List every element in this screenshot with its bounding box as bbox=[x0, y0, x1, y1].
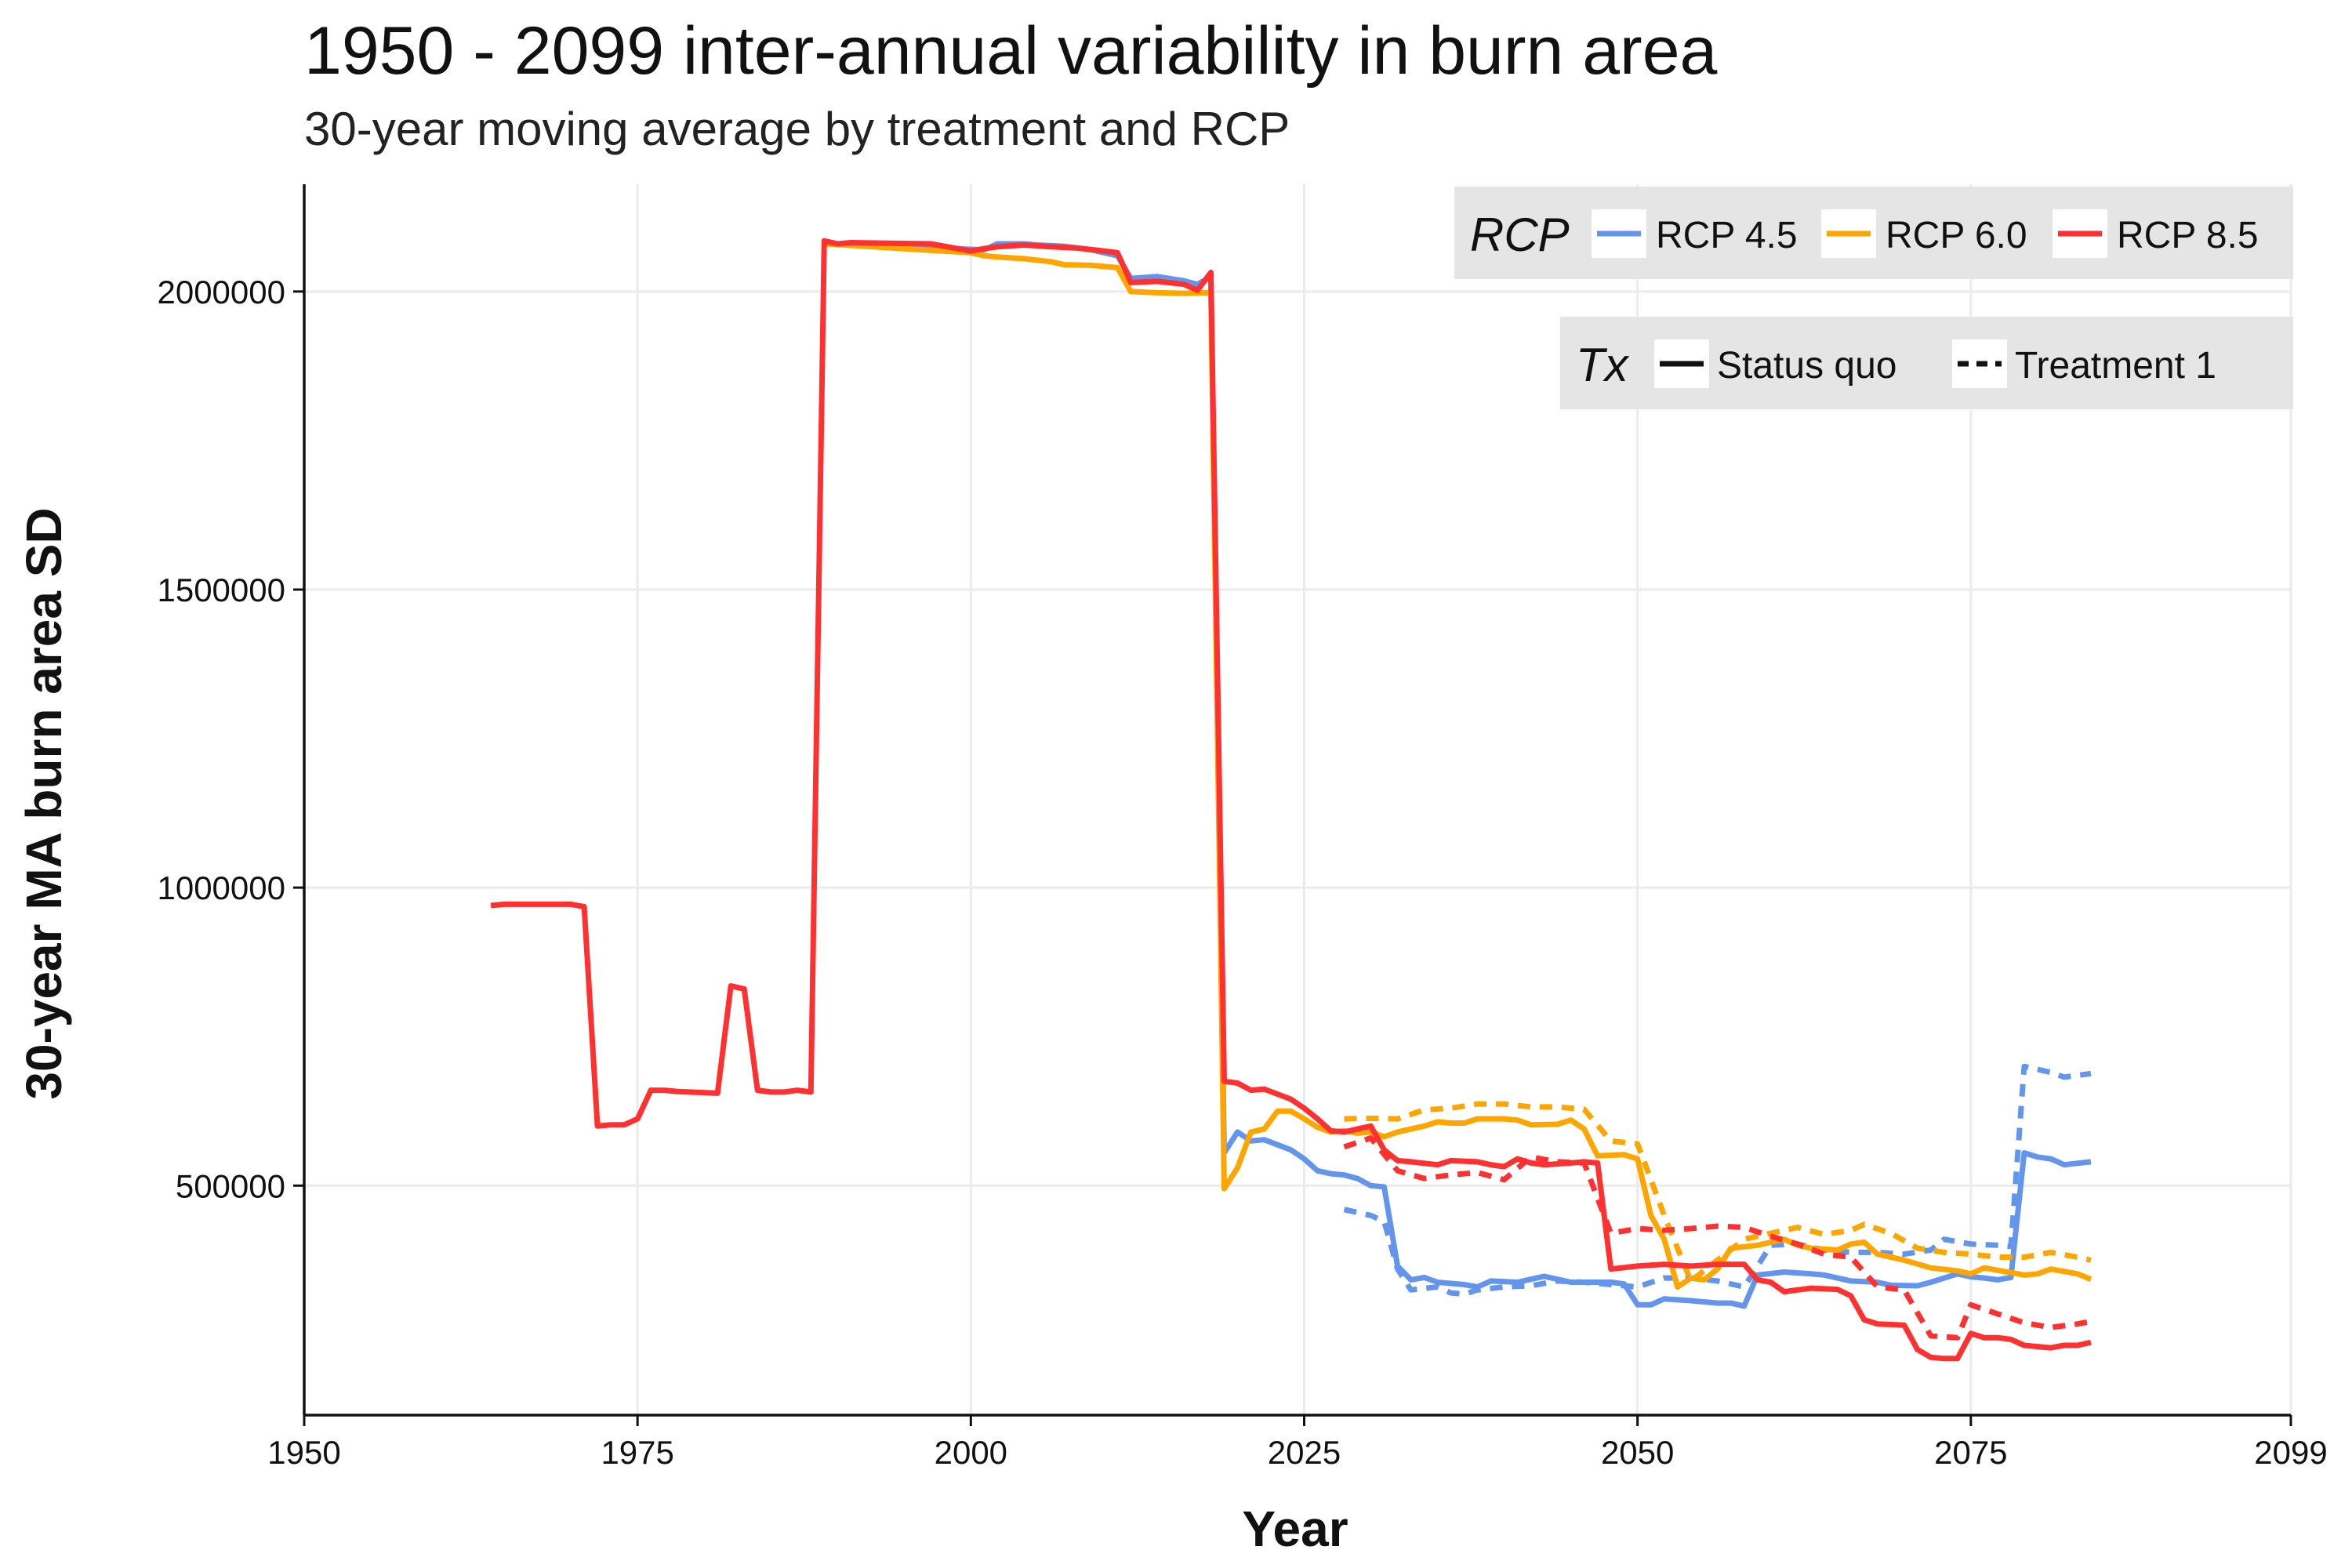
legend-rcp-title: RCP bbox=[1470, 209, 1570, 261]
legend-item-rcp60: RCP 6.0 bbox=[1821, 209, 2027, 258]
series-lines bbox=[490, 238, 2092, 1362]
axes bbox=[293, 184, 2292, 1426]
legend-item-treatment-1: Treatment 1 bbox=[1952, 339, 2216, 388]
legend-tx-title: Tx bbox=[1576, 339, 1630, 391]
legend-label-rcp85: RCP 8.5 bbox=[2117, 215, 2259, 256]
series-line-rcp-8-5-treatment-1 bbox=[1343, 1135, 2092, 1341]
legend-label-status-quo: Status quo bbox=[1717, 345, 1897, 387]
y-tick-label: 500000 bbox=[176, 1167, 285, 1204]
x-tick-label: 2099 bbox=[2254, 1434, 2327, 1471]
legend-item-rcp85: RCP 8.5 bbox=[2053, 209, 2259, 258]
series-line-rcp-6-0-treatment-1 bbox=[1344, 1101, 2092, 1284]
tick-labels: 1950 1975 2000 2025 2050 2075 2099 500000 100000… bbox=[157, 274, 2327, 1471]
legend-item-rcp45: RCP 4.5 bbox=[1592, 209, 1798, 258]
y-tick-label: 1500000 bbox=[157, 572, 285, 608]
legend-label-rcp60: RCP 6.0 bbox=[1886, 215, 2027, 256]
legend-label-treatment-1: Treatment 1 bbox=[2015, 345, 2216, 387]
legend-tx: Tx Status quo Treatment 1 bbox=[1560, 317, 2293, 409]
y-axis-title: 30-year MA burn area SD bbox=[16, 507, 72, 1099]
chart-subtitle: 30-year moving average by treatment and … bbox=[304, 103, 1290, 155]
y-tick-label: 1000000 bbox=[157, 869, 285, 906]
legend-rcp: RCP RCP 4.5 RCP 6.0 RCP 8.5 bbox=[1454, 187, 2293, 279]
x-tick-label: 2025 bbox=[1268, 1434, 1341, 1471]
x-axis-title: Year bbox=[1242, 1501, 1348, 1557]
legend-label-rcp45: RCP 4.5 bbox=[1656, 215, 1798, 256]
y-tick-label: 2000000 bbox=[157, 274, 285, 310]
x-tick-label: 1950 bbox=[267, 1434, 340, 1471]
x-tick-label: 2075 bbox=[1934, 1434, 2007, 1471]
x-tick-label: 1975 bbox=[601, 1434, 673, 1471]
x-tick-label: 2000 bbox=[935, 1434, 1007, 1471]
series-line-rcp-6-0-status-quo bbox=[824, 241, 2092, 1290]
chart-title: 1950 - 2099 inter-annual variability in … bbox=[304, 13, 1718, 89]
legend-item-status-quo: Status quo bbox=[1654, 339, 1897, 388]
series-line-rcp-4-5-status-quo bbox=[824, 241, 2092, 1309]
x-tick-label: 2050 bbox=[1601, 1434, 1674, 1471]
series-line-rcp-8-5-status-quo bbox=[490, 238, 2092, 1362]
